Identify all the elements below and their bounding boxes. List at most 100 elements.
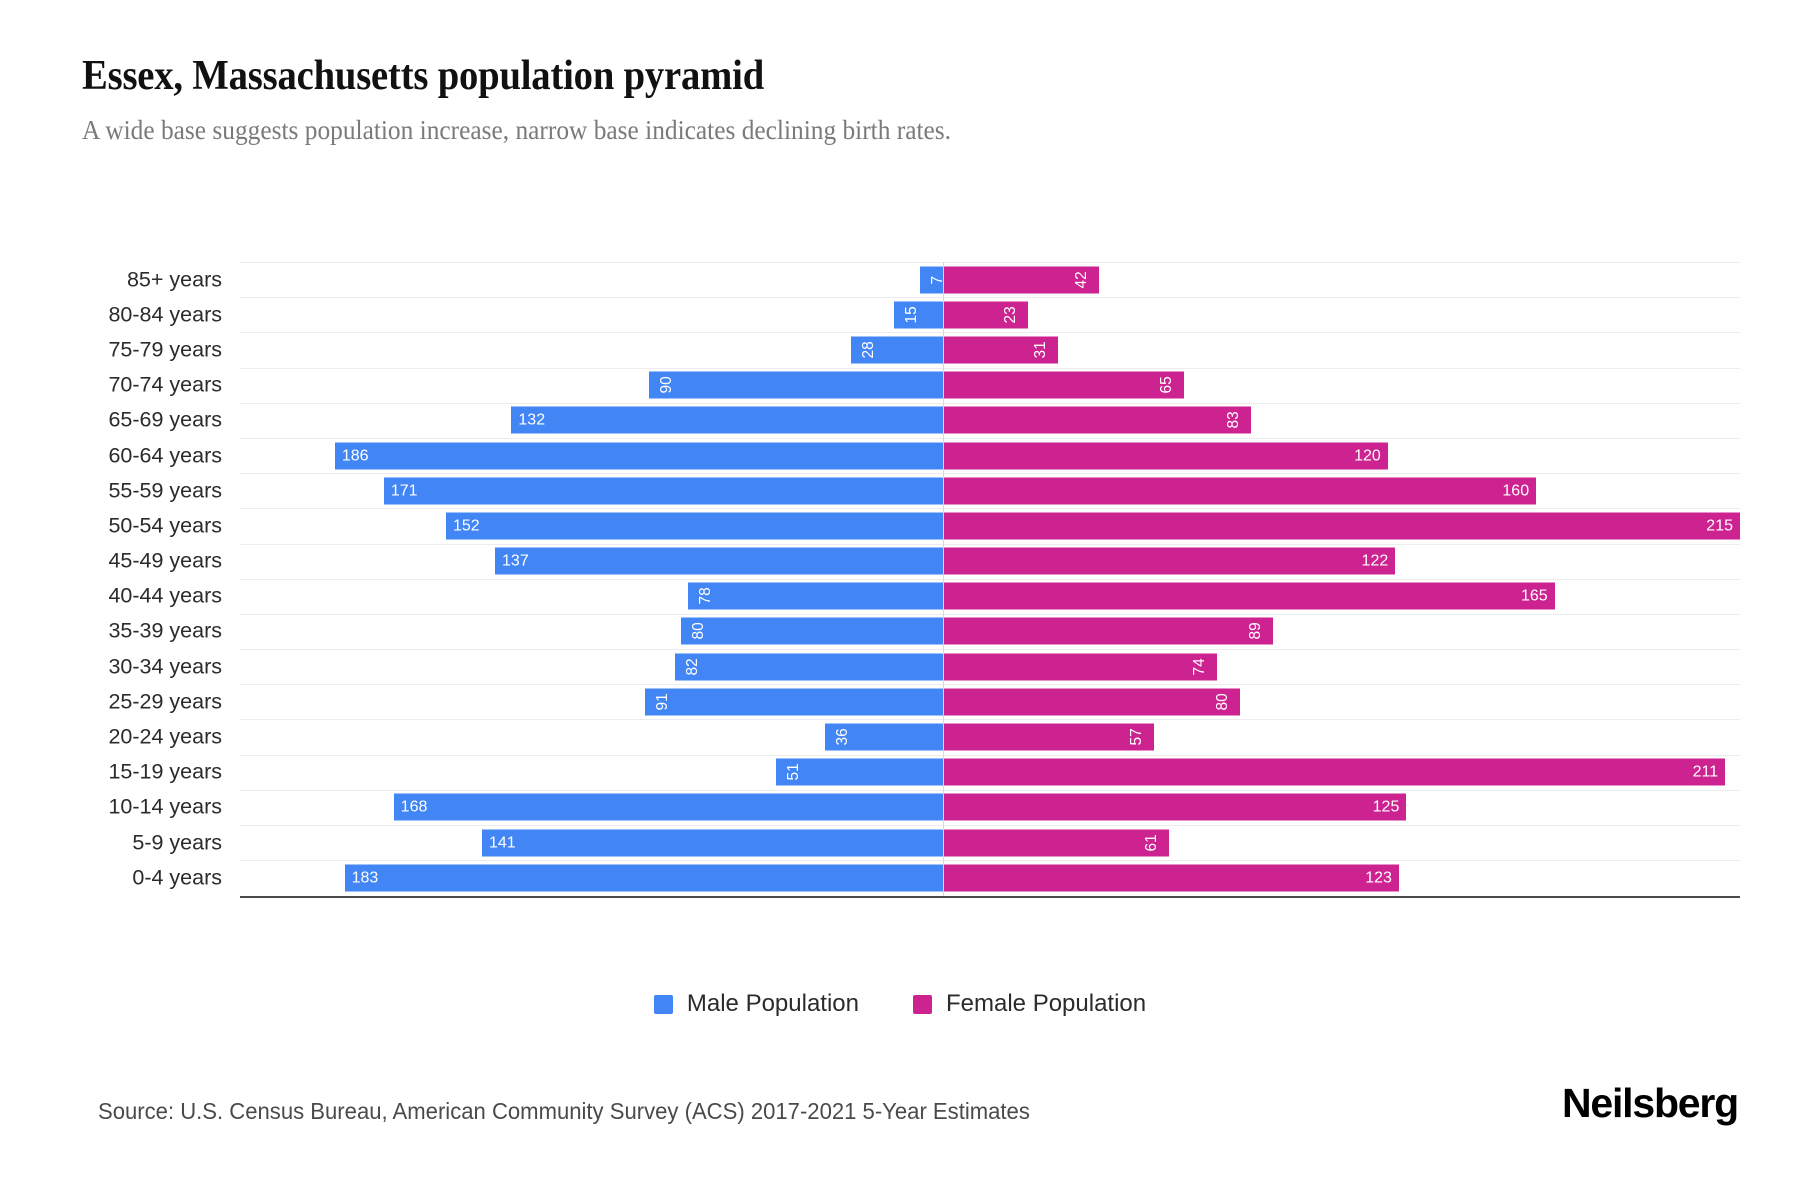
- pyramid-row: 40-44 years 78 165: [0, 578, 1800, 614]
- pyramid-row: 65-69 years 132 83: [0, 402, 1800, 438]
- pyramid-row: 10-14 years 168 125: [0, 789, 1800, 825]
- legend-swatch-male-icon: [653, 994, 673, 1014]
- bar-female[interactable]: 23: [943, 301, 1029, 329]
- bar-group: 91 80: [0, 688, 1800, 716]
- bar-value-label-female: 211: [1692, 763, 1719, 781]
- bar-female[interactable]: 57: [943, 723, 1155, 751]
- gridline: [240, 613, 1740, 615]
- plot-area: 85+ years 7 42 80-84 years 15 23 75-79 years 28…: [0, 262, 1800, 922]
- bar-value-label-female: 80: [1213, 693, 1231, 711]
- bar-value-label-female: 83: [1224, 411, 1242, 429]
- bar-female[interactable]: 42: [943, 266, 1099, 294]
- gridline: [240, 789, 1740, 791]
- bar-group: 15 23: [0, 301, 1800, 329]
- bar-female[interactable]: 83: [943, 406, 1251, 434]
- bar-male[interactable]: 51: [776, 758, 943, 786]
- gridline: [240, 649, 1740, 651]
- bar-male[interactable]: 183: [344, 864, 943, 892]
- bar-female[interactable]: 65: [943, 371, 1184, 399]
- bar-male[interactable]: 137: [495, 547, 943, 575]
- y-axis-tick-label: 20-24 years: [108, 724, 222, 749]
- bar-female[interactable]: 122: [943, 547, 1396, 575]
- legend-label-male: Male Population: [686, 990, 859, 1017]
- page-title: Essex, Massachusetts population pyramid: [82, 53, 765, 99]
- bar-value-label-male: 137: [502, 552, 529, 570]
- bar-group: 82 74: [0, 653, 1800, 681]
- bar-value-label-male: 82: [683, 658, 701, 676]
- bar-male[interactable]: 80: [681, 617, 943, 645]
- bar-value-label-female: 31: [1031, 341, 1049, 359]
- bar-value-label-female: 165: [1520, 587, 1548, 605]
- bar-female[interactable]: 123: [943, 864, 1399, 892]
- y-axis-tick-label: 70-74 years: [108, 372, 222, 397]
- pyramid-row: 30-34 years 82 74: [0, 649, 1800, 684]
- pyramid-row: 60-64 years 186 120: [0, 437, 1800, 473]
- bar-value-label-female: 74: [1191, 658, 1209, 676]
- bar-group: 137 122: [0, 547, 1800, 575]
- pyramid-row: 0-4 years 183 123: [0, 860, 1800, 895]
- bar-female[interactable]: 89: [943, 617, 1273, 645]
- bar-value-label-female: 215: [1706, 517, 1733, 535]
- gridline: [240, 297, 1740, 299]
- bar-group: 78 165: [0, 582, 1800, 610]
- bar-value-label-male: 132: [518, 411, 546, 429]
- y-axis-tick-label: 85+ years: [126, 267, 222, 292]
- bar-female[interactable]: 31: [943, 336, 1058, 364]
- y-axis-tick-label: 0-4 years: [132, 865, 222, 890]
- bar-male[interactable]: 141: [481, 829, 943, 857]
- y-axis-tick-label: 80-84 years: [108, 302, 222, 327]
- bar-group: 7 42: [0, 266, 1800, 294]
- y-axis-tick-label: 10-14 years: [108, 794, 222, 819]
- y-axis-tick-label: 30-34 years: [108, 654, 222, 679]
- legend-item-female[interactable]: Female Population: [913, 990, 1146, 1018]
- bar-group: 183 123: [0, 864, 1800, 892]
- bar-value-label-female: 125: [1372, 798, 1400, 816]
- y-axis-tick-label: 65-69 years: [108, 407, 222, 432]
- bar-value-label-male: 91: [654, 693, 672, 711]
- pyramid-row: 50-54 years 152 215: [0, 508, 1800, 543]
- legend-swatch-female-icon: [913, 994, 932, 1014]
- pyramid-row: 70-74 years 90 65: [0, 367, 1800, 403]
- gridline: [240, 578, 1740, 580]
- bar-female[interactable]: 61: [943, 829, 1170, 857]
- y-axis-tick-label: 60-64 years: [108, 443, 222, 468]
- chart-header: Essex, Massachusetts population pyramid …: [82, 52, 1722, 147]
- bar-male[interactable]: 168: [393, 793, 943, 821]
- bar-male[interactable]: 7: [920, 266, 946, 294]
- bar-male[interactable]: 152: [445, 512, 943, 540]
- bar-male[interactable]: 186: [334, 442, 943, 470]
- bar-value-label-female: 89: [1246, 622, 1264, 641]
- bar-male[interactable]: 132: [511, 406, 943, 434]
- bar-value-label-female: 120: [1354, 447, 1381, 465]
- bar-female[interactable]: 211: [943, 758, 1726, 786]
- bar-female[interactable]: 215: [943, 512, 1740, 540]
- gridline: [240, 825, 1740, 826]
- bar-female[interactable]: 80: [943, 688, 1240, 716]
- bar-group: 28 31: [0, 336, 1800, 364]
- bar-male[interactable]: 90: [648, 371, 943, 399]
- bar-female[interactable]: 120: [943, 442, 1388, 470]
- source-note: Source: U.S. Census Bureau, American Com…: [98, 1098, 1030, 1124]
- bar-female[interactable]: 160: [943, 477, 1537, 505]
- bar-male[interactable]: 78: [687, 582, 943, 610]
- bar-male[interactable]: 36: [825, 723, 943, 751]
- bar-male[interactable]: 28: [851, 336, 943, 364]
- bar-male[interactable]: 15: [893, 301, 943, 329]
- page-subtitle: A wide base suggests population increase…: [82, 115, 952, 146]
- legend-item-male[interactable]: Male Population: [653, 990, 859, 1018]
- bar-female[interactable]: 125: [943, 793, 1407, 821]
- bar-group: 132 83: [0, 406, 1800, 434]
- y-axis-tick-label: 55-59 years: [108, 478, 222, 503]
- bar-male[interactable]: 82: [674, 653, 943, 681]
- center-axis-line: [943, 262, 944, 896]
- bar-value-label-female: 42: [1072, 270, 1090, 289]
- bar-value-label-male: 36: [834, 728, 852, 746]
- bar-male[interactable]: 91: [645, 688, 943, 716]
- bar-female[interactable]: 74: [943, 653, 1218, 681]
- bar-male[interactable]: 171: [383, 477, 943, 505]
- pyramid-row: 85+ years 7 42: [0, 262, 1800, 297]
- bar-female[interactable]: 165: [943, 582, 1555, 610]
- y-axis-tick-label: 50-54 years: [108, 513, 222, 538]
- pyramid-row: 20-24 years 36 57: [0, 719, 1800, 754]
